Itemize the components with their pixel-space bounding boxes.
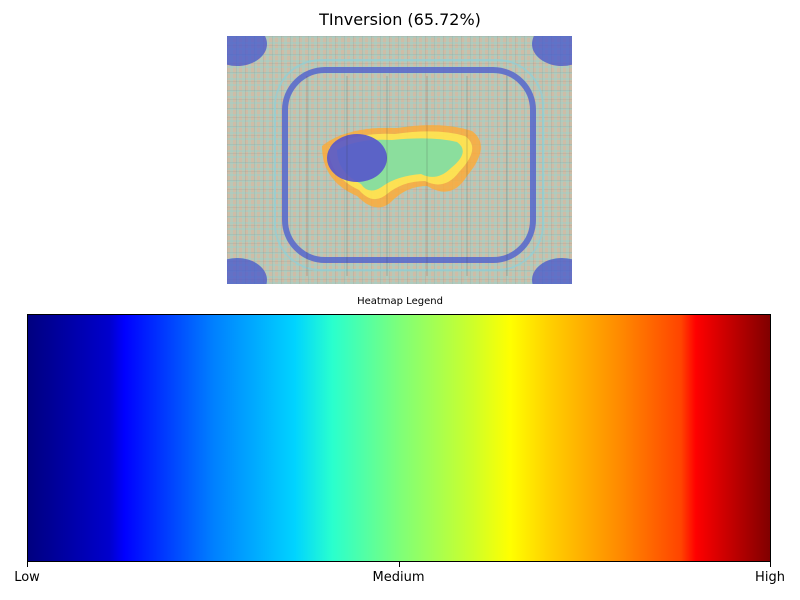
colorbar-tick-mark [398, 562, 400, 567]
colorbar-tick-label: Medium [372, 570, 425, 585]
colorbar [27, 314, 771, 562]
colorbar-tick-mark [770, 562, 771, 567]
colorbar-tick-label: High [755, 570, 785, 585]
legend-title: Heatmap Legend [357, 296, 443, 307]
colorbar-tick-mark [27, 562, 28, 567]
chart-title: TInversion (65.72%) [319, 10, 481, 29]
colorbar-tick-label: Low [14, 570, 40, 585]
heatmap-image [227, 36, 572, 284]
heatmap-overlay [227, 36, 572, 284]
